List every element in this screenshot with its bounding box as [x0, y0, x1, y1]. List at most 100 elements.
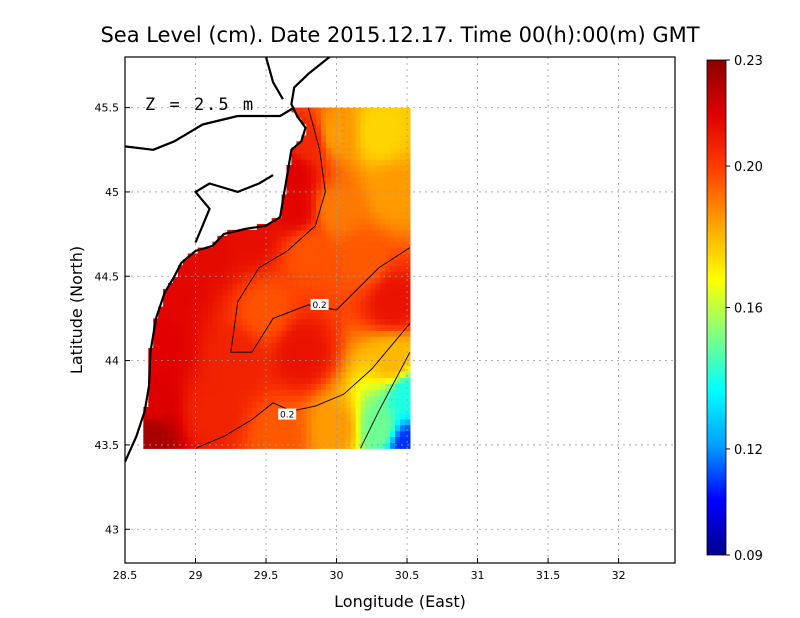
field-cell	[306, 229, 312, 237]
field-cell	[400, 353, 406, 361]
field-cell	[163, 353, 169, 361]
field-cell	[311, 218, 317, 225]
field-cell	[301, 164, 307, 172]
field-cell	[153, 395, 159, 402]
field-cell	[380, 176, 386, 184]
field-cell	[345, 359, 352, 367]
field-cell	[306, 389, 312, 396]
field-cell	[163, 395, 169, 402]
field-cell	[375, 347, 381, 355]
contour-label: 0.2	[280, 411, 294, 421]
field-cell	[222, 330, 228, 337]
field-cell	[163, 342, 169, 349]
field-cell	[350, 365, 357, 373]
field-cell	[276, 247, 283, 255]
field-cell	[360, 194, 367, 201]
field-cell	[360, 401, 367, 408]
field-cell	[212, 353, 218, 361]
field-cell	[148, 401, 154, 408]
field-cell	[217, 430, 223, 438]
field-cell	[212, 277, 218, 284]
field-cell	[370, 176, 376, 184]
field-cell	[400, 241, 406, 249]
field-cell	[242, 383, 248, 390]
field-cell	[380, 406, 386, 414]
field-cell	[345, 277, 352, 284]
field-cell	[182, 294, 189, 302]
field-cell	[404, 371, 411, 379]
field-cell	[330, 312, 337, 320]
field-cell	[153, 430, 159, 438]
field-cell	[182, 277, 189, 284]
field-cell	[390, 401, 396, 408]
field-cell	[266, 294, 273, 302]
field-cell	[400, 424, 406, 432]
field-cell	[286, 271, 293, 278]
field-cell	[168, 312, 174, 320]
field-cell	[291, 330, 297, 337]
field-cell	[232, 424, 238, 432]
field-cell	[395, 188, 401, 196]
field-cell	[316, 383, 322, 390]
field-cell	[306, 383, 312, 390]
field-cell	[325, 430, 332, 438]
field-cell	[148, 395, 154, 402]
field-cell	[400, 371, 406, 379]
field-cell	[311, 347, 317, 355]
field-cell	[311, 135, 317, 142]
field-cell	[232, 253, 238, 260]
field-cell	[172, 395, 179, 402]
field-cell	[197, 347, 204, 355]
field-cell	[271, 424, 278, 432]
field-cell	[177, 271, 184, 278]
field-cell	[375, 395, 381, 402]
field-cell	[330, 300, 337, 308]
field-cell	[251, 241, 258, 249]
field-cell	[242, 336, 248, 343]
field-cell	[370, 371, 376, 379]
field-cell	[202, 294, 209, 302]
field-cell	[400, 306, 406, 314]
field-cell	[296, 324, 302, 331]
field-cell	[355, 300, 362, 308]
field-cell	[271, 418, 278, 426]
field-cell	[355, 283, 362, 290]
field-cell	[335, 300, 342, 308]
field-cell	[291, 147, 297, 154]
field-cell	[296, 164, 302, 172]
field-cell	[237, 365, 243, 373]
field-cell	[340, 170, 347, 178]
field-cell	[340, 377, 347, 384]
field-cell	[316, 283, 322, 290]
field-cell	[395, 265, 401, 272]
field-cell	[400, 235, 406, 243]
field-cell	[212, 300, 218, 308]
field-cell	[395, 389, 401, 396]
field-cell	[311, 365, 317, 373]
field-cell	[311, 206, 317, 213]
field-cell	[370, 306, 376, 314]
field-cell	[360, 253, 367, 260]
field-cell	[207, 412, 214, 420]
field-cell	[340, 306, 347, 314]
field-cell	[370, 401, 376, 408]
field-cell	[261, 288, 268, 296]
field-cell	[212, 347, 218, 355]
field-cell	[360, 218, 367, 225]
field-cell	[197, 247, 204, 255]
field-cell	[350, 235, 357, 243]
field-cell	[256, 359, 263, 367]
field-cell	[296, 424, 302, 432]
field-cell	[350, 312, 357, 320]
field-cell	[345, 371, 352, 379]
field-cell	[404, 200, 411, 207]
field-cell	[400, 383, 406, 390]
field-cell	[335, 324, 342, 331]
field-cell	[350, 300, 357, 308]
field-cell	[242, 371, 248, 379]
field-cell	[345, 123, 352, 131]
field-cell	[375, 288, 381, 296]
field-cell	[242, 318, 248, 325]
field-cell	[246, 353, 253, 361]
